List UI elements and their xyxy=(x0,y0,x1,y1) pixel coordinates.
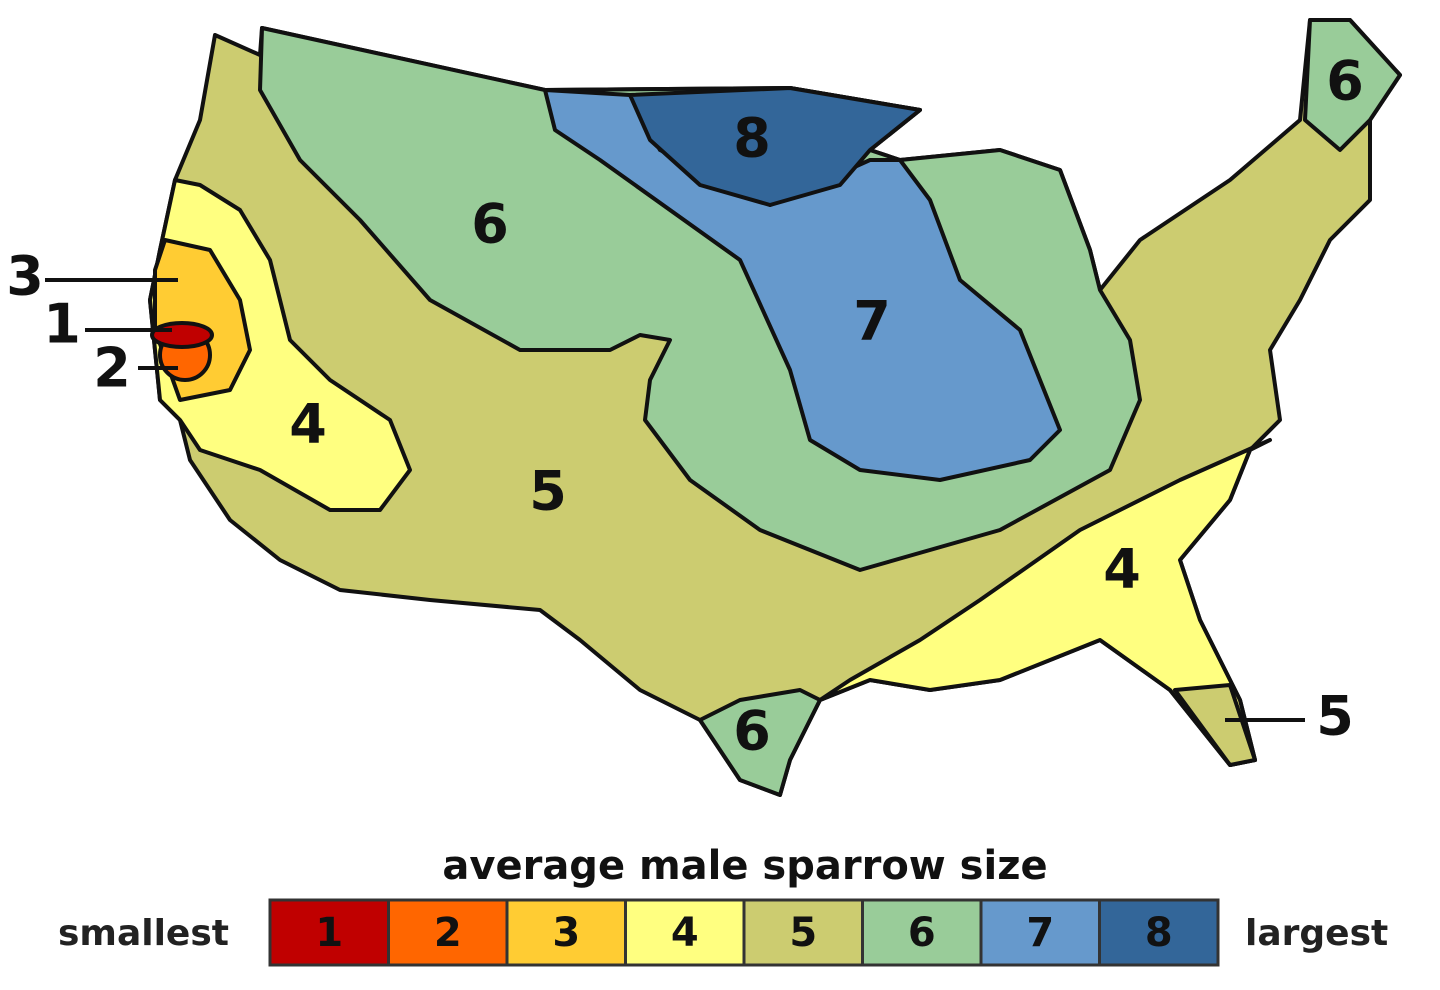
region xyxy=(1173,683,1257,767)
legend-title: average male sparrow size xyxy=(442,843,1047,889)
legend-swatch xyxy=(387,898,509,967)
legend-swatch xyxy=(742,898,864,967)
region-label: 3 xyxy=(6,245,44,308)
legend-label: 6 xyxy=(908,910,936,956)
region-label: 6 xyxy=(733,700,771,763)
legend-swatch xyxy=(624,898,746,967)
region xyxy=(698,688,822,797)
legend-label: 2 xyxy=(434,910,462,956)
region-label: 2 xyxy=(93,337,131,400)
legend-label: 3 xyxy=(552,910,580,956)
legend-label: 8 xyxy=(1145,910,1173,956)
legend-swatch xyxy=(505,898,627,967)
map xyxy=(148,18,1402,797)
legend-low: smallest xyxy=(58,913,229,954)
legend-swatch xyxy=(268,898,390,967)
region-label: 5 xyxy=(1316,685,1354,748)
legend-high: largest xyxy=(1245,913,1388,954)
legend-label: 5 xyxy=(789,910,817,956)
legend-label: 7 xyxy=(1026,910,1054,956)
region-label: 1 xyxy=(43,293,81,356)
region-label: 4 xyxy=(289,393,327,456)
region xyxy=(818,438,1272,767)
legend-swatch xyxy=(861,898,983,967)
region xyxy=(628,86,922,207)
legend-label: 1 xyxy=(315,910,343,956)
legend: 1 2 3 4 5 6 7 8 xyxy=(268,898,1220,967)
region-label: 6 xyxy=(1326,50,1364,113)
legend-swatch xyxy=(979,898,1101,967)
region-label: 5 xyxy=(529,460,567,523)
region-label: 6 xyxy=(471,193,509,256)
legend-swatch xyxy=(1098,898,1220,967)
region xyxy=(150,321,214,349)
region xyxy=(1303,18,1402,152)
region-label: 7 xyxy=(853,290,891,353)
legend-label: 4 xyxy=(671,910,699,956)
region-label: 4 xyxy=(1103,538,1141,601)
region-label: 8 xyxy=(733,107,771,170)
